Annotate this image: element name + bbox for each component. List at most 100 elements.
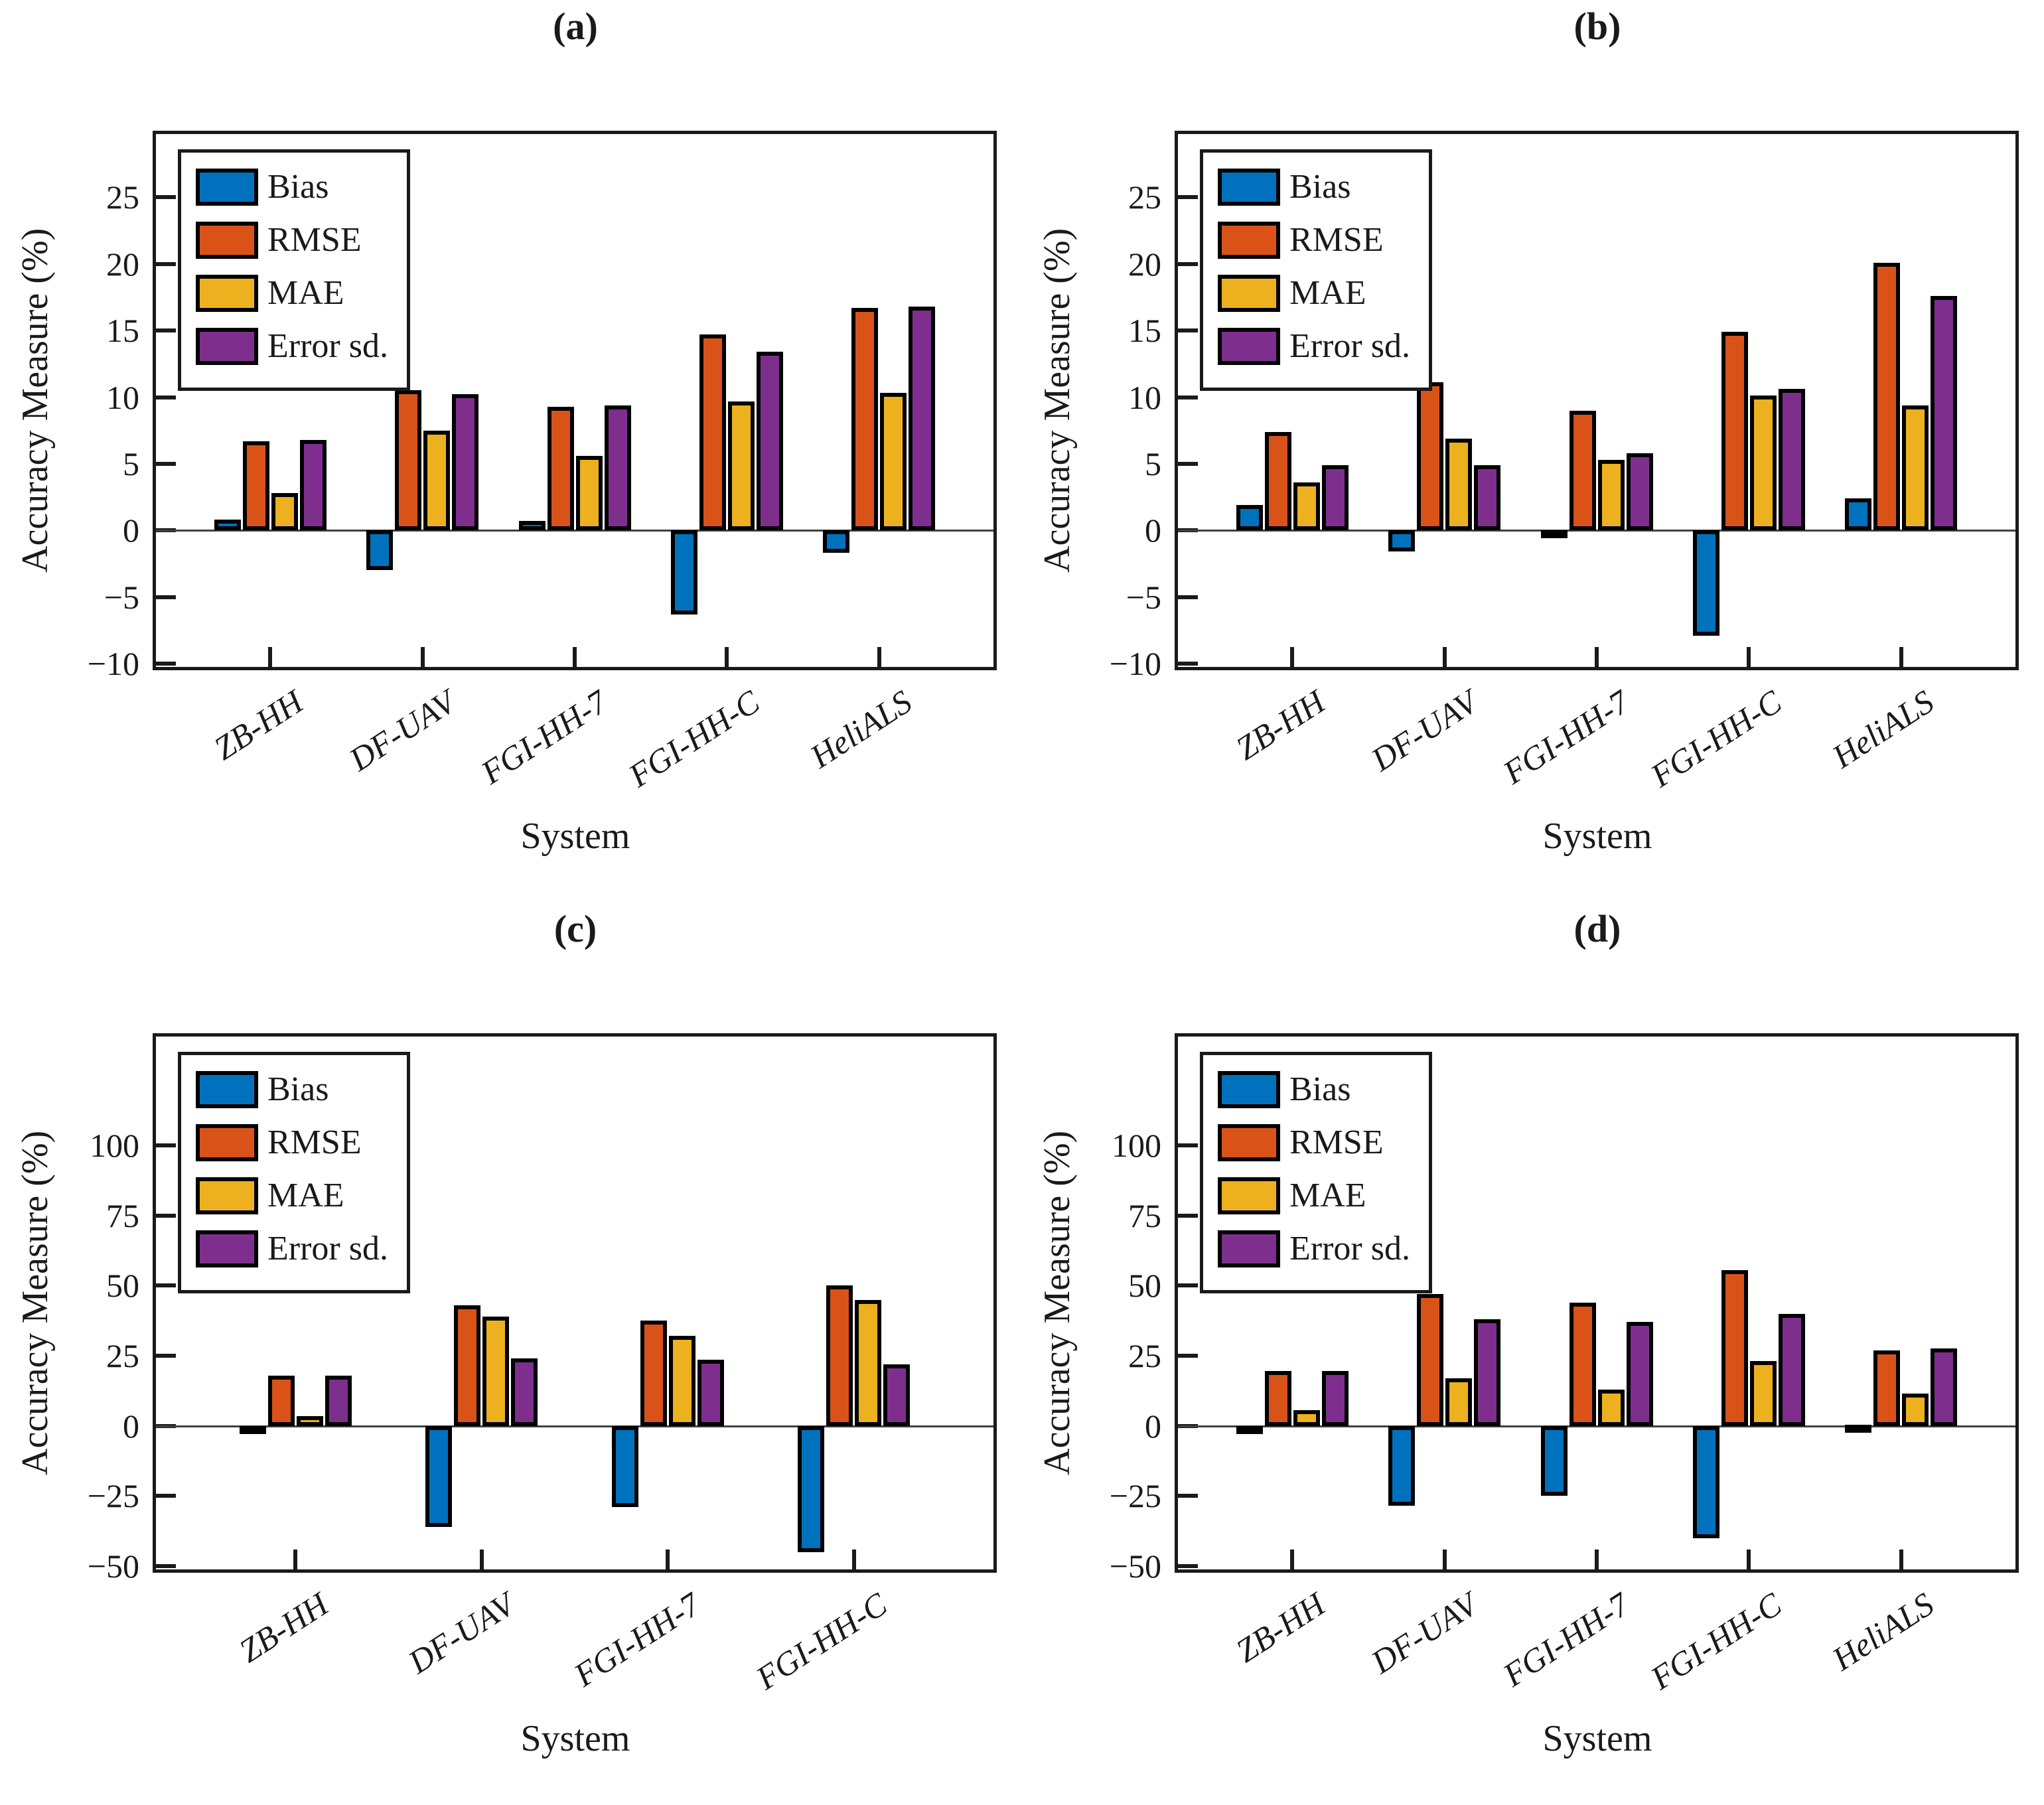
bar-bias [1388,530,1416,552]
y-tick [156,1494,176,1498]
bar-rmse [1569,1302,1596,1426]
y-tick [156,595,176,599]
x-tick [1442,647,1447,667]
legend-label: Bias [1289,1070,1351,1108]
legend-item: MAE [196,1175,388,1217]
legend-item: Error sd. [196,1228,388,1270]
category-label: FGI-HH-C [749,1585,893,1697]
y-tick-label: −50 [87,1548,139,1585]
y-tick [156,1213,176,1218]
y-tick-label: 0 [123,512,139,549]
y-tick [1178,1143,1198,1148]
bar-error-sd- [697,1360,724,1426]
legend-swatch-error-sd- [1218,1230,1280,1267]
category-label: DF-UAV [342,682,462,778]
legend-swatch-rmse [1218,222,1280,259]
y-tick [156,662,176,666]
y-tick [156,1143,176,1148]
bar-bias [1845,498,1872,531]
bar-error-sd- [1321,1371,1349,1426]
category-label: DF-UAV [402,1585,521,1681]
legend: Bias RMSE MAE Error sd. [178,149,410,391]
y-tick [156,395,176,399]
category-label: FGI-HH-C [622,682,767,794]
legend-swatch-bias [196,1071,258,1108]
panel-title: (b) [1573,5,1621,48]
category-label: FGI-HH-C [1644,1585,1789,1697]
x-tick [479,1550,484,1569]
legend-swatch-rmse [196,1124,258,1161]
legend-swatch-bias [196,169,258,206]
bar-bias [239,1425,266,1434]
legend-label: Error sd. [267,1230,388,1267]
bar-rmse [1264,1371,1291,1426]
bar-error-sd- [1474,465,1501,531]
panel-d: (d) Accuracy Measure (%) System −50 −25 0 2… [1022,902,2044,1805]
legend-item: Bias [196,1068,388,1111]
legend-label: RMSE [267,221,362,259]
bar-bias [823,530,850,553]
legend-swatch-error-sd- [1218,328,1280,365]
y-tick [1178,395,1198,399]
x-tick [666,1550,670,1569]
bar-rmse [547,406,574,531]
bar-rmse [395,390,422,531]
y-tick [156,461,176,466]
bar-rmse [1569,410,1596,531]
bar-rmse [1417,1294,1444,1426]
x-axis-label: System [520,1718,630,1759]
legend-swatch-rmse [1218,1124,1280,1161]
x-tick [1290,1550,1295,1569]
x-tick [573,647,577,667]
bar-bias [611,1425,638,1508]
bar-error-sd- [299,439,327,531]
y-tick-label: −10 [87,645,139,682]
category-label: FGI-HH-7 [567,1585,707,1694]
y-tick-label: 0 [1145,512,1161,549]
bar-error-sd- [1626,453,1653,531]
y-tick [1178,595,1198,599]
y-tick [156,261,176,266]
bar-mae [1749,1361,1777,1426]
bar-mae [1445,438,1473,531]
bar-rmse [1721,332,1748,531]
y-tick-label: 5 [123,445,139,482]
bar-bias [366,530,394,571]
x-tick [1595,1550,1599,1569]
legend-item: Error sd. [196,325,388,368]
x-tick [1595,647,1599,667]
x-tick [420,647,425,667]
bar-bias [518,521,546,531]
y-tick-label: −5 [104,578,139,616]
bar-mae [668,1336,695,1426]
bar-bias [670,530,697,614]
bar-rmse [1873,262,1901,531]
x-axis-label: System [1542,816,1652,857]
bar-mae [423,430,451,531]
y-tick-label: 0 [1145,1407,1161,1445]
x-axis-label: System [1542,1718,1652,1759]
y-tick [156,1283,176,1288]
category-label: DF-UAV [1364,1585,1484,1681]
bar-mae [1902,1394,1929,1426]
legend-item: MAE [196,272,388,315]
y-tick [1178,461,1198,466]
bar-rmse [826,1285,853,1426]
category-label: HeliALS [804,682,918,776]
bar-bias [1388,1425,1416,1506]
y-tick-label: −25 [87,1477,139,1515]
bar-error-sd- [1931,1348,1958,1426]
legend: Bias RMSE MAE Error sd. [1200,1052,1432,1293]
category-label: FGI-HH-7 [1497,1585,1637,1694]
y-tick-label: 50 [106,1267,139,1305]
bar-error-sd- [1778,389,1805,531]
y-tick [1178,1283,1198,1288]
x-tick [1747,1550,1751,1569]
x-tick [1747,647,1751,667]
y-tick-label: 20 [106,245,139,283]
bar-mae [296,1415,323,1426]
y-tick [156,1354,176,1358]
bar-rmse [1721,1270,1748,1426]
y-tick-label: 5 [1145,445,1161,482]
y-tick-label: −5 [1126,578,1161,616]
